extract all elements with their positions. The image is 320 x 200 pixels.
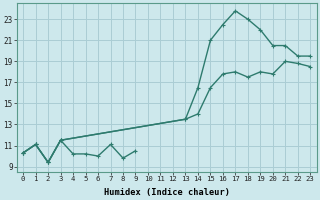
X-axis label: Humidex (Indice chaleur): Humidex (Indice chaleur) <box>104 188 230 197</box>
